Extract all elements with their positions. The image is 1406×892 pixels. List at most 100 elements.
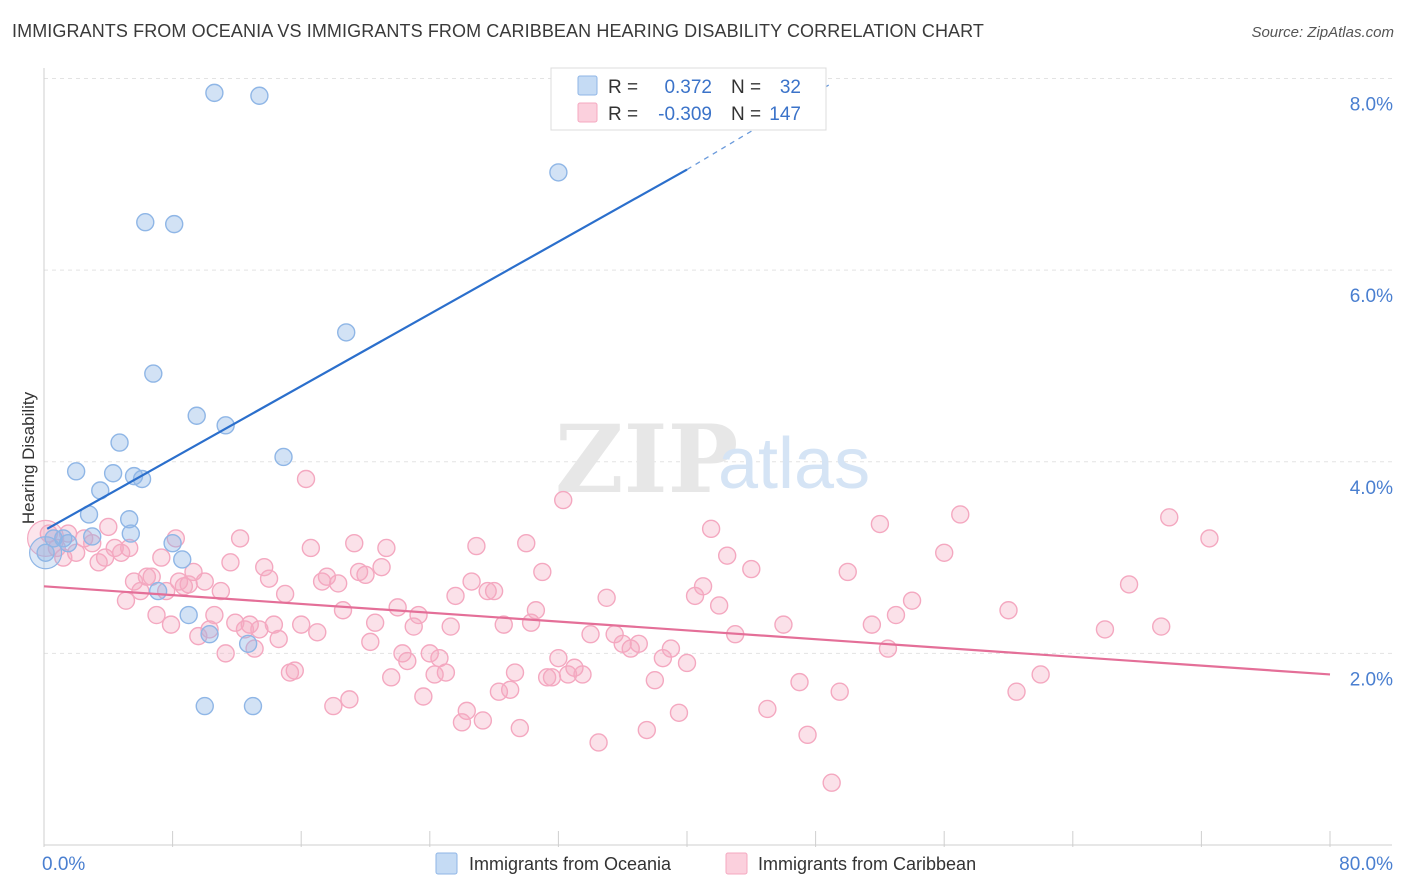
caribbean-trend-line (43, 585, 1331, 676)
caribbean-point (558, 665, 578, 684)
caribbean-point (211, 581, 231, 601)
caribbean-point (862, 615, 882, 634)
caribbean-point (717, 546, 737, 565)
oceania-point (29, 536, 63, 570)
caribbean-point (510, 718, 530, 738)
caribbean-point (221, 553, 240, 572)
caribbean-point (798, 725, 817, 745)
oceania-point (163, 533, 182, 553)
caribbean-point (240, 615, 259, 634)
caribbean-point (119, 538, 139, 558)
caribbean-point (436, 663, 456, 682)
caribbean-point (333, 601, 353, 620)
caribbean-point (377, 538, 396, 558)
x-tick-label-min: 0.0% (42, 854, 85, 875)
legend-label-oceania: Immigrants from Oceania (469, 854, 672, 874)
caribbean-point (758, 699, 777, 719)
caribbean-point (452, 713, 472, 732)
caribbean-point (533, 562, 552, 582)
caribbean-point (200, 620, 219, 639)
caribbean-point (870, 514, 890, 534)
watermark-atlas: atlas (718, 424, 870, 504)
source-label: Source: ZipAtlas.com (1251, 24, 1394, 41)
caribbean-point (340, 690, 359, 709)
caribbean-point (205, 605, 224, 625)
caribbean-point (361, 632, 380, 652)
oceania-point (66, 462, 86, 481)
tick-labels: 2.0% 4.0% 6.0% 8.0% 0.0% 80.0% (42, 95, 1393, 876)
caribbean-point (1095, 620, 1115, 639)
axes (43, 68, 1392, 847)
caribbean-point (573, 665, 592, 684)
caribbean-point (328, 574, 348, 593)
caribbean-point (420, 644, 439, 663)
legend-swatch-caribbean (725, 852, 748, 875)
caribbean-point (1031, 665, 1050, 684)
oceania-point (132, 469, 152, 489)
oceania-point (187, 406, 206, 425)
caribbean-point (301, 538, 321, 558)
caribbean-point (549, 648, 568, 668)
caribbean-point (161, 615, 181, 634)
oceania-point (148, 581, 168, 601)
oceania-point (136, 213, 155, 232)
oceania-r-label: R = (608, 77, 638, 98)
caribbean-point (372, 557, 391, 577)
caribbean-point (830, 682, 849, 701)
caribbean-point (1200, 529, 1219, 548)
caribbean-point (742, 559, 761, 579)
caribbean-point (693, 577, 713, 596)
caribbean-point (902, 591, 922, 610)
caribbean-point (669, 703, 689, 722)
oceania-r-value: 0.372 (664, 77, 712, 98)
caribbean-point (999, 601, 1018, 620)
caribbean-point (645, 671, 665, 690)
caribbean-point (597, 588, 616, 608)
caribbean-point (878, 639, 898, 658)
oceania-point (179, 605, 198, 625)
caribbean-point (462, 572, 481, 591)
oceania-n-label: N = (731, 77, 761, 98)
caribbean-point (230, 529, 250, 548)
caribbean-point (505, 663, 525, 682)
oceania-points (29, 83, 568, 716)
legend-label-caribbean: Immigrants from Caribbean (758, 854, 976, 874)
grid-lines (44, 78, 1392, 654)
oceania-point (243, 696, 263, 716)
oceania-point (121, 524, 141, 543)
caribbean-point (637, 720, 657, 740)
caribbean-point (838, 562, 857, 582)
caribbean-point (484, 581, 504, 601)
caribbean-point (83, 533, 102, 553)
caribbean-n-label: N = (731, 104, 761, 125)
caribbean-point (216, 644, 235, 663)
caribbean-point (886, 605, 906, 625)
caribbean-point (446, 586, 465, 606)
caribbean-point (537, 668, 557, 687)
caribbean-point (581, 625, 600, 644)
caribbean-point (661, 639, 681, 658)
oceania-point (216, 416, 235, 435)
caribbean-point (345, 533, 364, 553)
caribbean-point (517, 533, 536, 553)
caribbean-swatch (577, 102, 598, 123)
caribbean-point (382, 668, 401, 687)
caribbean-point (822, 773, 841, 792)
oceania-point (549, 163, 568, 182)
caribbean-point (790, 672, 809, 692)
caribbean-point (147, 605, 166, 625)
caribbean-point (489, 682, 509, 701)
caribbean-point (275, 584, 295, 604)
caribbean-point (296, 469, 316, 489)
caribbean-r-value: -0.309 (658, 104, 712, 125)
caribbean-point (774, 615, 793, 634)
chart-title: IMMIGRANTS FROM OCEANIA VS IMMIGRANTS FR… (12, 21, 985, 41)
series-legend: Immigrants from Oceania Immigrants from … (435, 852, 976, 875)
x-tick-label-max: 80.0% (1339, 854, 1393, 875)
oceania-swatch (577, 75, 598, 96)
caribbean-point (388, 598, 407, 617)
oceania-point (195, 696, 214, 716)
caribbean-point (99, 517, 118, 537)
caribbean-point (1152, 617, 1171, 636)
